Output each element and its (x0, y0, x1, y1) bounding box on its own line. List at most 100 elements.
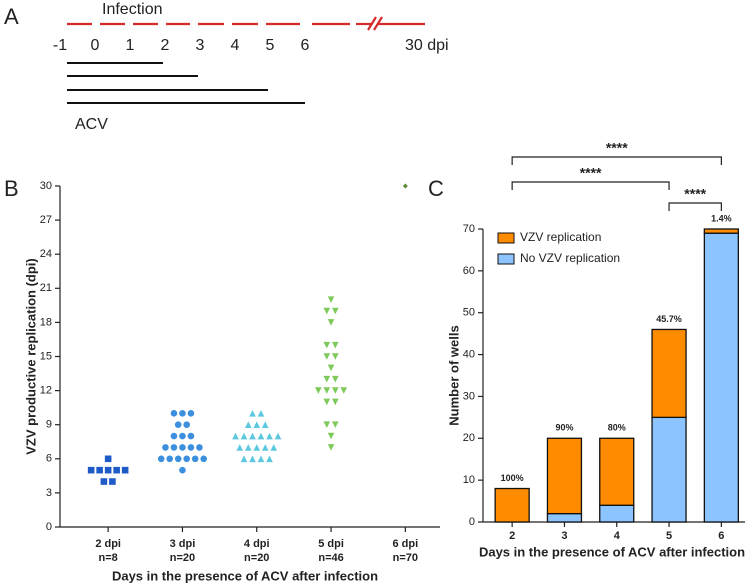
point (96, 466, 103, 474)
point (236, 444, 244, 451)
point (104, 466, 112, 474)
point (249, 455, 256, 463)
x-tick-note: n=20 (244, 552, 269, 564)
point (166, 455, 173, 463)
point (196, 444, 203, 451)
x-tick-note: n=20 (170, 552, 195, 564)
point (232, 432, 239, 440)
x-tick-label: 3 dpi (170, 538, 196, 550)
bar-segment (651, 328, 687, 419)
point (274, 432, 282, 440)
bar-label: 45.7% (656, 314, 682, 324)
point (257, 455, 265, 463)
point (323, 353, 331, 360)
point (327, 296, 335, 303)
point (113, 466, 120, 474)
point (340, 387, 348, 394)
point (162, 444, 169, 451)
point (187, 432, 195, 440)
timeline-tick: -1 (53, 37, 67, 54)
legend-label: VZV replication (520, 230, 601, 244)
bar-label: 80% (608, 423, 626, 433)
point (332, 375, 339, 383)
point (327, 319, 335, 326)
bar-segment (494, 487, 530, 523)
point (240, 432, 248, 440)
y-axis-label: Number of wells (446, 325, 461, 425)
y-tick-label: 60 (463, 265, 475, 277)
x-tick-note: n=46 (318, 552, 343, 564)
y-tick-label: 21 (40, 282, 52, 294)
significance-bracket (511, 156, 722, 165)
panel-label: A (4, 4, 19, 29)
legend-swatch (497, 253, 515, 265)
x-tick-label: 4 (614, 530, 621, 542)
timeline-tick: 1 (126, 37, 135, 54)
point (257, 410, 265, 417)
y-tick-label: 30 (40, 180, 52, 192)
x-tick-label: 6 (718, 530, 724, 542)
significance-label: **** (606, 140, 628, 156)
point (170, 444, 178, 451)
y-tick-label: 3 (46, 487, 52, 499)
point (200, 455, 207, 463)
timeline-end: 30 dpi (405, 37, 449, 54)
point (179, 444, 186, 451)
y-tick-label: 24 (40, 248, 52, 260)
point (249, 432, 256, 440)
timeline-tick: 5 (266, 37, 275, 54)
y-tick-label: 12 (40, 385, 52, 397)
y-tick-label: 20 (463, 432, 475, 444)
bar-label: 1.4% (711, 213, 732, 223)
y-tick-label: 70 (463, 223, 475, 235)
point (270, 444, 278, 451)
bar-label: 90% (555, 423, 573, 433)
significance-bracket (668, 202, 722, 211)
point (191, 455, 199, 463)
point (332, 387, 339, 394)
point (323, 375, 331, 383)
bar-segment (651, 416, 687, 523)
y-tick-label: 9 (46, 419, 52, 431)
point (327, 364, 335, 372)
point (257, 432, 265, 440)
point (179, 410, 186, 417)
timeline-title: Infection (102, 1, 162, 18)
point (109, 478, 116, 485)
x-axis-label: Days in the presence of ACV after infect… (112, 568, 378, 583)
x-tick-label: 5 (666, 530, 672, 542)
point (266, 432, 273, 440)
x-axis-label: Days in the presence of ACV after infect… (479, 544, 745, 559)
point (323, 387, 331, 394)
significance-label: **** (684, 186, 706, 202)
timeline-tick: 4 (231, 37, 240, 54)
point (104, 455, 112, 463)
point (323, 398, 331, 406)
panel-label: B (4, 176, 19, 201)
timeline-tick: 2 (161, 37, 170, 54)
legend-swatch (497, 232, 515, 244)
point (327, 432, 335, 440)
y-axis-label: VZV productive replication (dpi) (23, 258, 38, 454)
y-tick-label: 50 (463, 307, 475, 319)
significance-label: **** (580, 165, 602, 181)
point (87, 466, 95, 474)
bar-label: 100% (501, 473, 524, 483)
x-tick-label: 5 dpi (318, 538, 344, 550)
bar-segment (703, 228, 739, 234)
legend-label: No VZV replication (520, 251, 620, 265)
point (174, 421, 182, 429)
point (332, 341, 339, 349)
y-tick-label: 40 (463, 348, 475, 360)
y-tick-label: 18 (40, 316, 52, 328)
panel-label: C (428, 176, 444, 201)
timeline-tick: 6 (301, 37, 310, 54)
point (179, 466, 186, 474)
y-tick-label: 27 (40, 214, 52, 226)
timeline-tick: 0 (91, 37, 100, 54)
timeline-tick: 3 (196, 37, 205, 54)
y-tick-label: 0 (469, 516, 475, 528)
x-tick-label: 6 dpi (393, 538, 419, 550)
point (253, 444, 261, 451)
